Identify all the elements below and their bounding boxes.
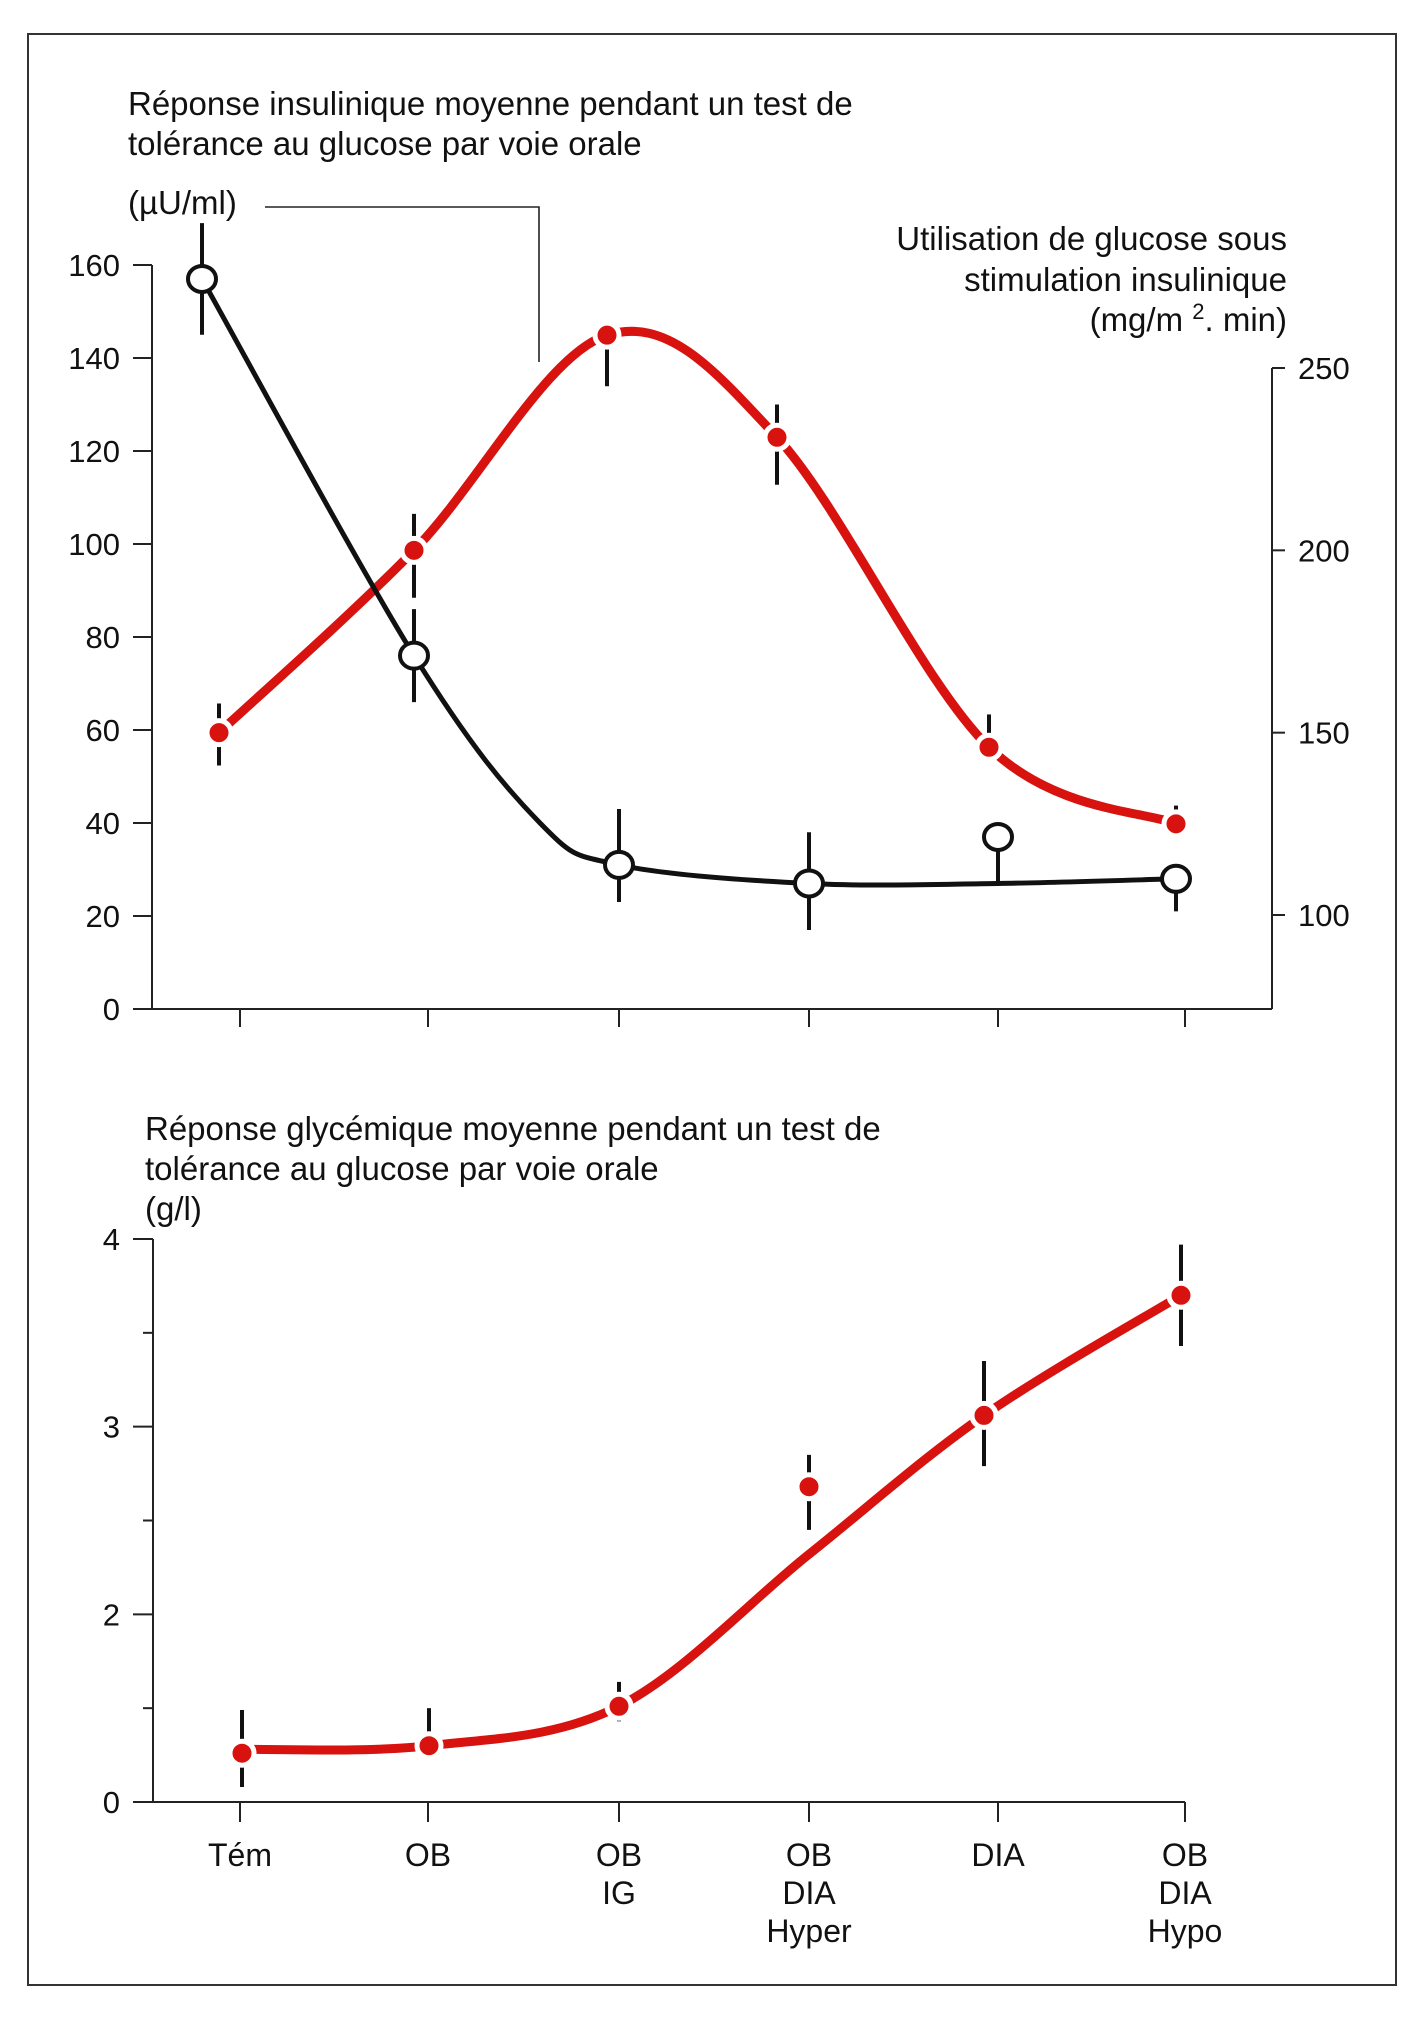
glycemic-point [1166, 1280, 1196, 1310]
bottom-title-line-2: tolérance au glucose par voie orale [145, 1150, 659, 1187]
category-label: OB [596, 1837, 642, 1873]
category-label: Hypo [1148, 1913, 1223, 1949]
glucose-utilisation-point [762, 422, 792, 452]
bottom-y-tick-label: 4 [103, 1222, 120, 1257]
bottom-y-tick-label: 2 [103, 1597, 120, 1632]
right-tick-label: 100 [1298, 898, 1350, 933]
insulin-point [1160, 863, 1192, 894]
insulin-point [186, 263, 218, 294]
insulin-point [793, 868, 825, 899]
bottom-title-line-1: Réponse glycémique moyenne pendant un te… [145, 1110, 881, 1147]
left-tick-label: 0 [103, 992, 120, 1027]
bottom-y-tick-label: 0 [103, 1785, 120, 1820]
right-title-line-2: stimulation insulinique [964, 261, 1287, 298]
insulin-point [603, 849, 635, 880]
left-tick-label: 120 [68, 434, 120, 469]
right-title-line-3: (mg/m 2. min) [1090, 299, 1287, 338]
top-title-line-2: tolérance au glucose par voie orale [128, 125, 642, 162]
top-title-line-1: Réponse insulinique moyenne pendant un t… [128, 85, 853, 122]
right-tick-label: 200 [1298, 533, 1350, 568]
glucose-utilisation-point [1161, 809, 1191, 839]
top-marks [186, 223, 1192, 930]
glycemic-point [227, 1738, 257, 1768]
left-tick-label: 60 [86, 713, 120, 748]
left-tick-label: 40 [86, 806, 120, 841]
category-label: IG [602, 1875, 636, 1911]
right-title-line-1: Utilisation de glucose sous [896, 220, 1287, 257]
glycemic-point [414, 1731, 444, 1761]
frame [27, 33, 1397, 1986]
category-label: DIA [1158, 1875, 1212, 1911]
top-axes: 0 20 40 60 80 100 120 140 160 100 150 200 250 [68, 248, 1350, 1027]
left-tick-label: 80 [86, 620, 120, 655]
left-tick-label: 140 [68, 341, 120, 376]
right-tick-label: 150 [1298, 716, 1350, 751]
top-ylabel: (µU/ml) [128, 184, 237, 221]
right-unit-b: . min) [1205, 301, 1288, 338]
insulin-response-line [199, 277, 1177, 888]
left-tick-label: 100 [68, 527, 120, 562]
insulin-point [982, 821, 1014, 852]
category-label: DIA [782, 1875, 836, 1911]
left-tick-label: 20 [86, 899, 120, 934]
glucose-utilisation-point [204, 718, 234, 748]
bottom-axes: 0 2 3 4 [103, 1222, 1186, 1822]
insulin-point [398, 640, 430, 671]
category-label: Tém [208, 1837, 272, 1873]
category-label: Hyper [766, 1913, 852, 1949]
category-label: OB [405, 1837, 451, 1873]
right-tick-label: 250 [1298, 351, 1350, 386]
glycemic-point [604, 1691, 634, 1721]
glycemic-response-line [241, 1291, 1184, 1755]
category-label: OB [1162, 1837, 1208, 1873]
left-tick-label: 160 [68, 248, 120, 283]
glucose-utilisation-point [592, 320, 622, 350]
bottom-marks [227, 1244, 1196, 1787]
right-unit-sup: 2 [1192, 299, 1204, 324]
bottom-ylabel: (g/l) [145, 1190, 202, 1227]
glucose-utilisation-line [215, 326, 1178, 829]
category-label: OB [786, 1837, 832, 1873]
glucose-utilisation-point [974, 732, 1004, 762]
ylabel-connector [265, 206, 540, 362]
glycemic-point [794, 1472, 824, 1502]
glucose-utilisation-point [399, 535, 429, 565]
right-unit-a: (mg/m [1090, 301, 1193, 338]
category-label: DIA [971, 1837, 1025, 1873]
glycemic-point [969, 1400, 999, 1430]
bottom-y-tick-label: 3 [103, 1410, 120, 1445]
